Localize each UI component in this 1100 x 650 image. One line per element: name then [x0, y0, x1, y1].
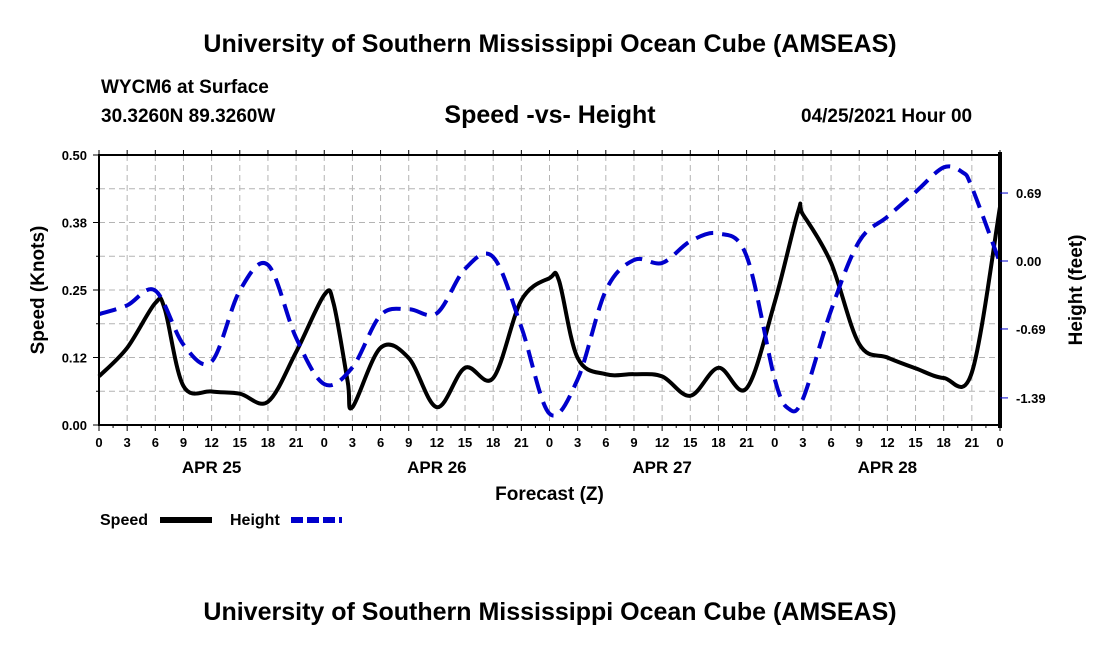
y2-tick-label: 0.69	[1016, 186, 1041, 201]
series-layer	[97, 164, 1002, 418]
legend: Speed Height	[100, 512, 342, 529]
legend-height-label: Height	[230, 512, 280, 529]
x-tick-label: 12	[430, 435, 444, 450]
y-tick-label: 0.12	[62, 351, 87, 366]
series-line-height	[98, 164, 1002, 418]
x-tick-label: 21	[965, 435, 979, 450]
x-tick-label: 12	[204, 435, 218, 450]
x-tick-label: 15	[908, 435, 922, 450]
x-tick-label: 18	[486, 435, 500, 450]
x-tick-label: 12	[880, 435, 894, 450]
day-label: APR 28	[858, 458, 918, 477]
x-tick-label: 21	[514, 435, 528, 450]
series-line-speed	[97, 201, 1002, 411]
y-axis-title: Speed (Knots)	[28, 226, 49, 355]
x-tick-label: 18	[261, 435, 275, 450]
x-tick-label: 0	[321, 435, 328, 450]
x-tick-label: 9	[180, 435, 187, 450]
y2-axis-title: Height (feet)	[1066, 235, 1087, 346]
day-label: APR 27	[632, 458, 692, 477]
bottom-title: University of Southern Mississippi Ocean…	[203, 598, 897, 626]
x-tick-label: 15	[683, 435, 697, 450]
top-title: University of Southern Mississippi Ocean…	[203, 30, 897, 58]
x-tick-label: 9	[856, 435, 863, 450]
chart-subtitle: Speed -vs- Height	[0, 101, 1100, 130]
day-label: APR 25	[182, 458, 242, 477]
chart-subtitle-text: Speed -vs- Height	[444, 101, 656, 129]
x-tick-label: 15	[233, 435, 247, 450]
y2-tick-label: -0.69	[1016, 322, 1046, 337]
y2-tick-label: 0.00	[1016, 254, 1041, 269]
x-tick-label: 6	[827, 435, 834, 450]
x-tick-label: 6	[152, 435, 159, 450]
x-tick-label: 6	[377, 435, 384, 450]
x-tick-label: 9	[405, 435, 412, 450]
coordinates-label: 30.3260N 89.3260W	[101, 106, 276, 127]
y-tick-label: 0.00	[62, 418, 87, 433]
legend-speed-label: Speed	[100, 512, 148, 529]
x-axis-title: Forecast (Z)	[495, 484, 604, 505]
forecast-datetime: 04/25/2021 Hour 00	[801, 106, 973, 127]
x-tick-label: 12	[655, 435, 669, 450]
x-tick-label: 21	[739, 435, 753, 450]
day-label: APR 26	[407, 458, 467, 477]
x-tick-label: 21	[289, 435, 303, 450]
axes: 0 3 6 9 12 15 18 21 0 3 6 9 12 15 18 21 0 3 6 9 12 15 18 21 0 3 6 9…	[62, 148, 1046, 477]
x-tick-label: 18	[936, 435, 950, 450]
x-tick-label: 3	[574, 435, 581, 450]
x-tick-label: 3	[349, 435, 356, 450]
x-tick-label: 9	[630, 435, 637, 450]
y-tick-label: 0.25	[62, 283, 87, 298]
station-label: WYCM6 at Surface	[101, 77, 269, 98]
x-tick-label: 3	[124, 435, 131, 450]
x-tick-label: 18	[711, 435, 725, 450]
y-tick-label: 0.50	[62, 148, 87, 163]
y-tick-label: 0.38	[62, 216, 87, 231]
x-tick-label: 0	[546, 435, 553, 450]
x-tick-label: 0	[771, 435, 778, 450]
x-tick-label: 6	[602, 435, 609, 450]
y2-tick-label: -1.39	[1016, 391, 1046, 406]
x-tick-label: 3	[799, 435, 806, 450]
x-tick-label: 0	[95, 435, 102, 450]
grid-lines	[99, 155, 1000, 425]
x-tick-label: 0	[996, 435, 1003, 450]
x-tick-label: 15	[458, 435, 472, 450]
